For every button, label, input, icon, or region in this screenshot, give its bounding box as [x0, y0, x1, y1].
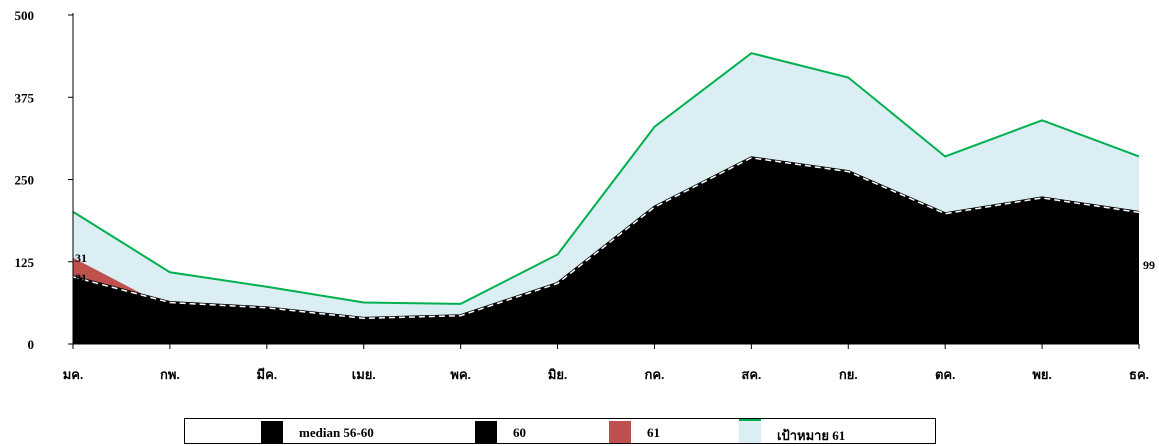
data-label: 99 [1143, 258, 1155, 272]
legend-label-60: 60 [513, 425, 526, 440]
x-tick-label: มค. [63, 367, 84, 382]
x-tick-label: มีค. [257, 367, 278, 382]
legend-swatch-target [739, 421, 761, 443]
data-label: 29 [368, 318, 380, 332]
series-60-area [73, 159, 1139, 344]
data-labels: 31 81 54 42 29 34 99 [75, 251, 1155, 332]
axes: 0 125 250 375 500 มค. กพ. มีค. เมย. พค. มิย. กค. สค.… [15, 8, 1149, 382]
legend-label-median: median 56-60 [299, 425, 374, 440]
data-label: 81 [75, 271, 87, 285]
legend-swatch-median [261, 421, 283, 443]
data-label: 42 [271, 309, 283, 323]
y-tick-label: 125 [15, 255, 35, 270]
data-label: 31 [75, 251, 87, 265]
legend-label-61: 61 [647, 425, 660, 440]
x-tick-label: ธค. [1129, 367, 1149, 382]
x-tick-label: กย. [839, 367, 858, 382]
x-tick-label: ตค. [935, 367, 955, 382]
x-tick-label: พค. [450, 367, 471, 382]
median-line [72, 157, 1140, 320]
x-tick-label: พย. [1032, 367, 1051, 382]
x-tick-label: สค. [741, 367, 761, 382]
x-tick-label: มิย. [548, 367, 567, 382]
data-label: 34 [465, 315, 477, 329]
legend: median 56-60 60 61 เป้าหมาย 61 [184, 418, 936, 444]
y-tick-label: 250 [15, 173, 35, 188]
data-label: 54 [174, 301, 186, 315]
y-tick-label: 500 [15, 8, 35, 23]
plot-area [72, 52, 1140, 344]
y-tick-label: 375 [15, 90, 35, 105]
x-tick-label: เมย. [352, 367, 376, 382]
legend-line-target [739, 419, 761, 421]
x-tick-label: กพ. [160, 367, 180, 382]
x-tick-label: กค. [645, 367, 665, 382]
legend-label-target: เป้าหมาย 61 [777, 428, 846, 443]
legend-swatch-61 [609, 421, 631, 443]
target-line [72, 52, 1140, 305]
legend-swatch-60 [475, 421, 497, 443]
y-tick-label: 0 [28, 337, 35, 352]
